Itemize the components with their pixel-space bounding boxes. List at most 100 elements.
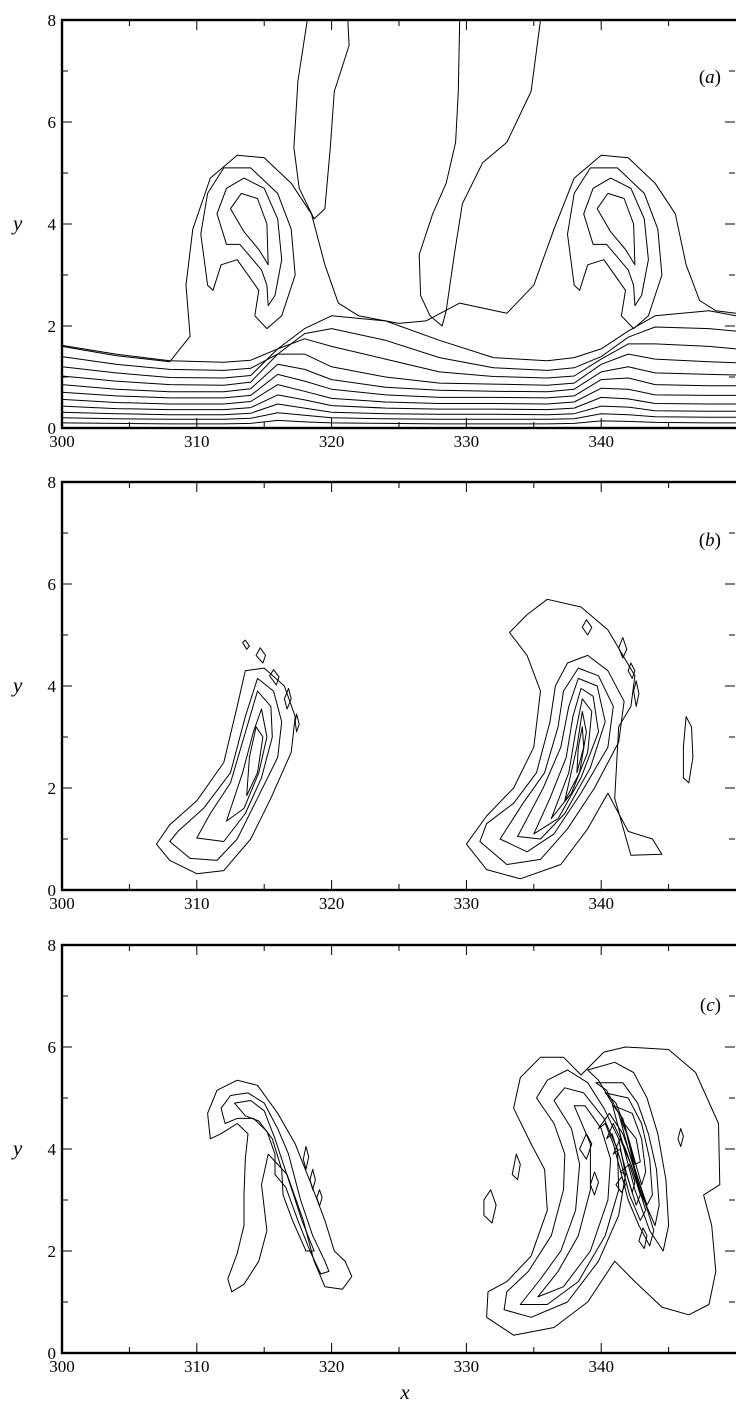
y-tick-label: 8 — [48, 473, 57, 492]
y-tick-label: 0 — [48, 881, 57, 900]
panel-b-contour-6 — [255, 647, 266, 664]
panel-a-y-axis-label: y — [11, 211, 23, 235]
panel-c-contour-14 — [619, 1117, 641, 1165]
panel-a-contour-6 — [61, 384, 736, 405]
panel-a-contour-17 — [596, 192, 636, 266]
panel-b-contour-8 — [283, 688, 292, 710]
panel-a-contour-0 — [61, 310, 736, 363]
x-tick-label: 300 — [49, 894, 75, 913]
panel-a-frame — [60, 18, 736, 430]
panel-a-contour-13 — [216, 177, 283, 307]
panel-b-contour-4 — [246, 726, 264, 797]
panel-a-contour-18 — [293, 19, 350, 220]
panel-b-contour-17 — [576, 726, 585, 774]
panel-a-contour-4 — [61, 363, 736, 393]
panel-b-contour-21 — [682, 716, 694, 784]
panel-c-contour-21 — [579, 1133, 593, 1160]
y-tick-label: 8 — [48, 936, 57, 955]
panel-b-contour-1 — [169, 677, 283, 861]
y-tick-label: 6 — [48, 575, 57, 594]
panel-c-contour-12 — [604, 1092, 653, 1206]
panel-c-contour-17 — [612, 1138, 641, 1206]
panel-c-contour-8 — [519, 1087, 620, 1305]
panel-c-contour-25 — [677, 1128, 684, 1147]
x-tick-label: 320 — [319, 1357, 345, 1376]
x-tick-label: 310 — [184, 894, 210, 913]
x-tick-label: 330 — [454, 894, 480, 913]
x-axis-label: x — [399, 1380, 410, 1404]
panel-a-contour-10 — [61, 419, 736, 425]
panel-a-contour-15 — [567, 167, 663, 330]
panel-a-contour-3 — [61, 353, 736, 386]
panel-b-contour-20 — [633, 680, 640, 707]
y-tick-label: 4 — [48, 677, 57, 696]
panel-a-contour-8 — [61, 403, 736, 416]
panel-a-tick-labels: 300 310 320 330 340 0 2 4 6 8 — [48, 11, 614, 451]
panel-c-ticks — [61, 944, 735, 1354]
panel-b-contour-18 — [618, 637, 628, 659]
panel-c-contour-22 — [589, 1171, 599, 1196]
panel-b-contour-5 — [242, 639, 250, 650]
panel-c-contour-3 — [302, 1146, 310, 1170]
y-tick-label: 0 — [48, 419, 57, 438]
y-tick-label: 4 — [48, 1140, 57, 1159]
y-tick-label: 6 — [48, 1038, 57, 1057]
panel-b-contour-14 — [533, 688, 599, 835]
panel-b-contour-10 — [465, 598, 663, 880]
panel-a-contour-2 — [61, 338, 736, 379]
panel-c-tick-labels: 300 310 320 330 340 0 2 4 6 8 — [48, 936, 614, 1376]
y-tick-label: 6 — [48, 113, 57, 132]
x-tick-label: 310 — [184, 432, 210, 451]
panel-c-contour-24 — [511, 1153, 521, 1181]
panel-a: 300 310 320 330 340 0 2 4 6 8 y (a) — [11, 11, 736, 451]
panel-b-contour-2 — [196, 690, 273, 842]
panel-c-contour-20 — [638, 1227, 648, 1249]
panel-b-contour-0 — [155, 667, 296, 875]
panel-b-tick-labels: 300 310 320 330 340 0 2 4 6 8 — [48, 473, 614, 913]
panel-b-contour-15 — [550, 698, 593, 820]
panel-c-contour-7 — [503, 1069, 626, 1318]
panel-b-contour-3 — [226, 708, 268, 822]
panel-b-label: (b) — [699, 530, 721, 551]
y-tick-label: 2 — [48, 317, 57, 336]
panel-c-contour-1 — [220, 1092, 330, 1275]
x-tick-label: 340 — [588, 1357, 614, 1376]
panel-c-contour-5 — [316, 1189, 323, 1207]
panel-c-contour-0 — [207, 1079, 353, 1293]
panel-c-contour-16 — [606, 1123, 647, 1221]
panel-a-contour-1 — [61, 326, 736, 371]
panel-a-contour-14 — [230, 192, 269, 266]
panel-c-contour-18 — [619, 1163, 636, 1193]
panel-c-frame — [60, 943, 736, 1355]
y-tick-label: 4 — [48, 215, 57, 234]
y-tick-label: 8 — [48, 11, 57, 30]
x-tick-label: 340 — [588, 894, 614, 913]
x-tick-label: 300 — [49, 1357, 75, 1376]
panel-b-contour-11 — [479, 654, 625, 865]
panel-b-contour-7 — [269, 669, 280, 686]
panel-a-contours — [61, 19, 736, 425]
panel-c-contour-10 — [587, 1061, 670, 1252]
panel-a-contour-11 — [61, 154, 736, 363]
panel-c-contour-2 — [234, 1100, 315, 1252]
panel-c-contour-4 — [309, 1168, 316, 1191]
panel-b-contour-22 — [581, 619, 593, 636]
panel-b-contour-16 — [564, 711, 587, 802]
panel-a-contour-12 — [200, 167, 296, 330]
panel-b-contour-19 — [627, 662, 636, 679]
panel-c-contour-6 — [486, 1046, 721, 1336]
y-tick-label: 2 — [48, 779, 57, 798]
panel-a-contour-7 — [61, 394, 736, 411]
panel-b-frame — [60, 480, 736, 892]
panel-c-contour-19 — [615, 1176, 626, 1193]
panel-c-y-axis-label: y — [11, 1136, 23, 1160]
panel-b-y-axis-label: y — [11, 673, 23, 697]
panel-c-contour-15 — [598, 1112, 655, 1247]
panel-b: 300 310 320 330 340 0 2 4 6 8 y (b) — [11, 473, 736, 913]
x-tick-label: 300 — [49, 432, 75, 451]
y-tick-label: 0 — [48, 1344, 57, 1363]
panel-b-contour-12 — [499, 667, 614, 853]
panel-c-contours — [207, 1046, 721, 1336]
panel-a-contour-16 — [583, 177, 649, 307]
